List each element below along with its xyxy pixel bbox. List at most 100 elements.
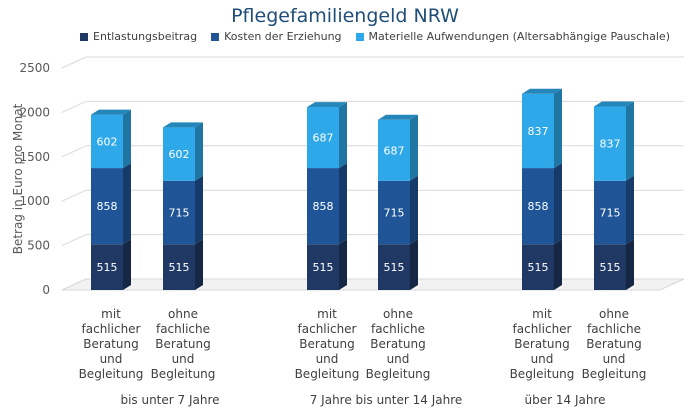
bar-segment-side (123, 109, 131, 169)
x-tick-label: ohne (599, 307, 629, 321)
data-label: 515 (313, 261, 334, 274)
x-tick-label: und (387, 352, 410, 366)
bar-segment-side (195, 175, 203, 245)
x-tick-label: mit (532, 307, 552, 321)
bar-segment (378, 244, 410, 290)
data-label: 715 (169, 207, 190, 220)
bar-segment (378, 119, 410, 181)
bar-segment-side (195, 122, 203, 181)
legend-label: Kosten der Erziehung (224, 30, 342, 43)
data-label: 858 (528, 200, 549, 213)
legend-item: Entlastungsbeitrag (80, 30, 197, 43)
bar-segment (307, 107, 339, 169)
gridline (61, 145, 87, 158)
y-tick-label: 1000 (19, 194, 50, 208)
data-label: 687 (384, 144, 405, 157)
x-tick-label: Begleitung (295, 367, 360, 381)
x-tick-label: und (100, 352, 123, 366)
bar-segment-side (626, 175, 634, 245)
x-tick-label: Begleitung (366, 367, 431, 381)
gridline (61, 189, 87, 202)
bar-segment-side (554, 163, 562, 245)
chart-title: Pflegefamiliengeld NRW (231, 5, 459, 27)
data-label: 515 (97, 261, 118, 274)
bar-segment (378, 180, 410, 245)
y-tick-label: 2000 (19, 105, 50, 119)
x-tick-label: Begleitung (582, 367, 647, 381)
legend-swatch (211, 32, 220, 41)
x-tick-label: Beratung (514, 337, 569, 351)
y-tick-label: 2500 (19, 61, 50, 75)
data-label: 515 (600, 261, 621, 274)
bar-segment-side (339, 239, 347, 290)
y-tick-label: 0 (42, 283, 50, 297)
bar-segment (522, 244, 554, 290)
x-tick-label: Beratung (586, 337, 641, 351)
legend-item: Kosten der Erziehung (211, 30, 342, 43)
bar-top (307, 102, 347, 108)
data-label: 837 (528, 125, 549, 138)
data-label: 602 (169, 148, 190, 161)
group-label: über 14 Jahre (525, 393, 606, 407)
data-label: 515 (384, 261, 405, 274)
legend: Entlastungsbeitrag Kosten der Erziehung Ma… (80, 30, 670, 43)
x-tick-label: ohne (168, 307, 198, 321)
x-tick-label: Beratung (370, 337, 425, 351)
y-tick-label: 500 (27, 239, 50, 253)
gridline (61, 100, 87, 113)
legend-label: Entlastungsbeitrag (93, 30, 198, 43)
data-label: 715 (384, 207, 405, 220)
bar-segment (522, 168, 554, 245)
bar-segment-side (410, 114, 418, 181)
y-axis-label: Betrag in Euro pro Monat (11, 103, 25, 254)
bar-segment (307, 244, 339, 290)
data-label: 858 (97, 200, 118, 213)
data-label: 515 (528, 261, 549, 274)
bar-top (522, 88, 562, 94)
data-label: 837 (600, 138, 621, 151)
legend-item: Materielle Aufwendungen (Altersabhängige… (355, 30, 670, 43)
bar-segment-side (339, 163, 347, 245)
bar-segment (163, 180, 195, 245)
bar-segment-side (410, 239, 418, 290)
x-tick-label: fachliche (371, 322, 425, 336)
bar-segment (594, 180, 626, 245)
x-tick-label: fachliche (156, 322, 210, 336)
bar-segment (163, 244, 195, 290)
legend-label: Materielle Aufwendungen (Altersabhängige… (368, 30, 670, 43)
data-label: 715 (600, 207, 621, 220)
bar-segment (91, 244, 123, 290)
chart-floor (61, 278, 685, 291)
bar-segment-side (554, 239, 562, 290)
x-tick-label: fachlicher (513, 322, 572, 336)
data-label: 602 (97, 135, 118, 148)
bar-segment-side (554, 88, 562, 169)
x-tick-label: Begleitung (151, 367, 216, 381)
bar-segment-side (123, 239, 131, 290)
x-tick-label: mit (101, 307, 121, 321)
bar-segment (522, 93, 554, 169)
bar-top (594, 101, 634, 107)
x-tick-label: Begleitung (79, 367, 144, 381)
group-label: bis unter 7 Jahre (120, 393, 219, 407)
gridline (61, 234, 87, 247)
x-tick-label: fachlicher (298, 322, 357, 336)
bar-top (163, 122, 203, 128)
bar-segment-side (123, 163, 131, 245)
bar-segment (91, 168, 123, 245)
legend-swatch (355, 32, 364, 41)
x-tick-label: ohne (383, 307, 413, 321)
bar-segment (307, 168, 339, 245)
bar-segment-side (626, 101, 634, 181)
x-tick-label: und (531, 352, 554, 366)
legend-swatch (80, 32, 89, 41)
x-tick-label: Beratung (299, 337, 354, 351)
bar-segment-side (626, 239, 634, 290)
bar-segment (91, 114, 123, 169)
bar-top (378, 114, 418, 120)
x-tick-label: Begleitung (510, 367, 575, 381)
x-tick-label: und (603, 352, 626, 366)
data-label: 515 (169, 261, 190, 274)
